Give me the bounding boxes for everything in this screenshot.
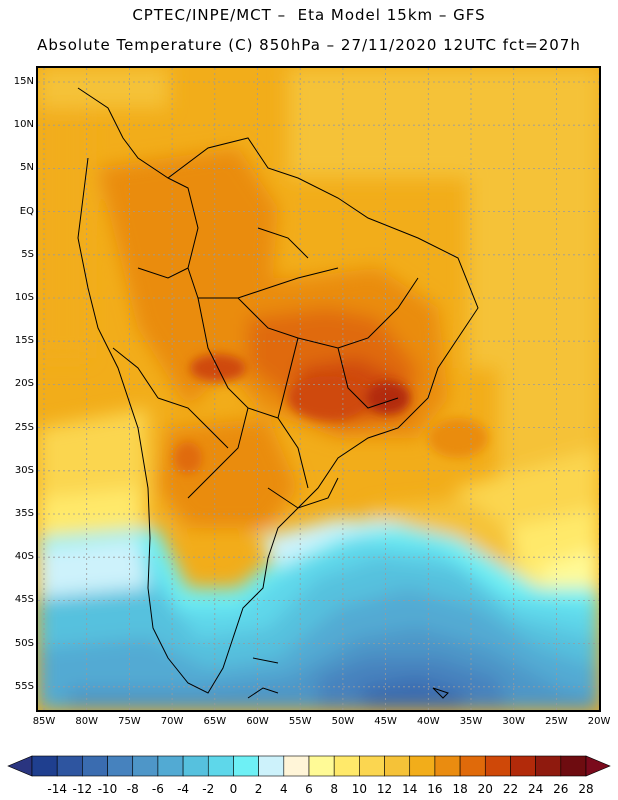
colorbar-swatch bbox=[56, 755, 83, 777]
lat-label-30s: 30S bbox=[14, 464, 34, 476]
colorbar-swatch bbox=[82, 755, 108, 777]
lon-label-70w: 70W bbox=[160, 716, 184, 727]
colorbar-swatch bbox=[182, 755, 209, 777]
colorbar-swatch bbox=[207, 755, 234, 777]
colorbar-swatch bbox=[157, 755, 184, 777]
colorbar-label: 8 bbox=[330, 782, 338, 796]
lat-label-45s: 45S bbox=[14, 594, 34, 606]
lat-label-20s: 20S bbox=[14, 378, 34, 390]
lon-label-45w: 45W bbox=[374, 716, 397, 727]
colorbar-label: 12 bbox=[376, 782, 393, 796]
colorbar-swatch bbox=[258, 755, 285, 777]
colorbar-label: -14 bbox=[47, 782, 67, 796]
map-subtitle: Absolute Temperature (C) 850hPa – 27/11/… bbox=[37, 36, 581, 54]
colorbar-label: -8 bbox=[126, 782, 139, 796]
temperature-field bbox=[38, 68, 599, 710]
lon-label-80w: 80W bbox=[75, 716, 98, 727]
colorbar-label: 6 bbox=[305, 782, 313, 796]
colorbar-label: 26 bbox=[553, 782, 569, 796]
colorbar-swatch bbox=[484, 755, 511, 777]
colorbar-swatch bbox=[384, 755, 411, 777]
lat-label-25s: 25S bbox=[14, 421, 34, 433]
map-canvas bbox=[38, 68, 599, 710]
colorbar-label: 22 bbox=[502, 782, 519, 796]
colorbar-label: 0 bbox=[229, 782, 238, 796]
colorbar-swatch bbox=[510, 755, 536, 777]
colorbar-swatch bbox=[459, 755, 486, 777]
lon-label-65w: 65W bbox=[203, 716, 227, 727]
colorbar-label: 20 bbox=[477, 782, 493, 796]
lon-label-20w: 20W bbox=[587, 716, 611, 727]
colorbar-swatch bbox=[434, 755, 461, 777]
lon-label-35w: 35W bbox=[459, 716, 483, 727]
colorbar-swatch bbox=[359, 755, 385, 777]
colorbar-label: 28 bbox=[578, 782, 594, 796]
colorbar-swatch bbox=[333, 755, 360, 777]
colorbar-label: 18 bbox=[452, 782, 468, 796]
colorbar bbox=[7, 755, 611, 777]
lat-label-55s: 55S bbox=[14, 680, 34, 692]
lat-label-15s: 15S bbox=[14, 335, 34, 347]
lon-label-60w: 60W bbox=[246, 716, 269, 727]
colorbar-label: 4 bbox=[279, 782, 288, 796]
colorbar-swatch bbox=[107, 755, 134, 777]
colorbar-label: 14 bbox=[402, 782, 418, 796]
colorbar-label: -10 bbox=[97, 782, 118, 796]
lon-label-25w: 25W bbox=[545, 716, 568, 727]
lon-label-75w: 75W bbox=[118, 716, 141, 727]
colorbar-swatch bbox=[283, 755, 310, 777]
colorbar-label: -6 bbox=[151, 782, 164, 796]
lat-label-10n: 10N bbox=[13, 119, 34, 131]
colorbar-label: 2 bbox=[254, 782, 263, 796]
colorbar-label: 16 bbox=[427, 782, 443, 796]
colorbar-label: 10 bbox=[351, 782, 367, 796]
temperature-map bbox=[36, 66, 601, 712]
colorbar-label: -2 bbox=[202, 782, 215, 796]
colorbar-label: -4 bbox=[177, 782, 190, 796]
colorbar-swatch bbox=[409, 755, 436, 777]
colorbar-swatch bbox=[132, 755, 159, 777]
lon-label-55w: 55W bbox=[288, 716, 312, 727]
lat-label-5s: 5S bbox=[21, 248, 34, 260]
colorbar-swatch bbox=[560, 755, 587, 777]
colorbar-swatch bbox=[308, 755, 335, 777]
colorbar-over-arrow bbox=[585, 755, 611, 777]
map-title: CPTEC/INPE/MCT – Eta Model 15km – GFS bbox=[132, 6, 486, 24]
lat-label-eq: EQ bbox=[19, 205, 34, 217]
colorbar-swatch bbox=[31, 755, 58, 777]
colorbar-swatch bbox=[535, 755, 562, 777]
lon-label-40w: 40W bbox=[416, 716, 440, 727]
colorbar-label: 24 bbox=[527, 782, 544, 796]
graticule bbox=[38, 68, 599, 710]
lon-label-85w: 85W bbox=[32, 716, 56, 727]
lat-label-10s: 10S bbox=[14, 292, 34, 303]
lat-label-35s: 35S bbox=[14, 508, 34, 519]
colorbar-under-arrow bbox=[7, 755, 33, 777]
colorbar-swatch bbox=[233, 755, 259, 777]
lat-label-5n: 5N bbox=[20, 162, 34, 174]
lon-label-50w: 50W bbox=[331, 716, 355, 727]
colorbar-label: -12 bbox=[72, 782, 93, 796]
lat-label-15n: 15N bbox=[13, 76, 34, 87]
lat-label-40s: 40S bbox=[14, 551, 34, 563]
coastline bbox=[77, 87, 479, 699]
lon-label-30w: 30W bbox=[502, 716, 525, 727]
lat-label-50s: 50S bbox=[14, 637, 34, 649]
